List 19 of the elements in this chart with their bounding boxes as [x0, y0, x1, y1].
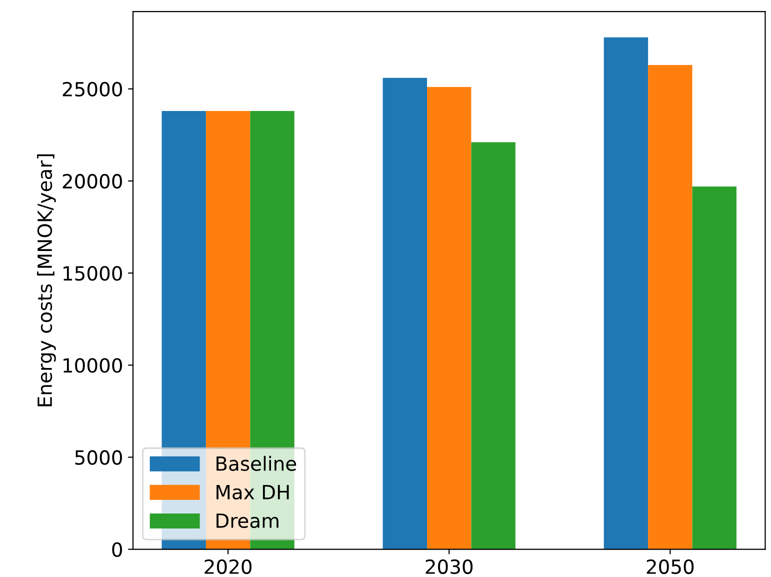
y-tick-label: 25000: [62, 82, 122, 97]
y-tick-label: 0: [112, 542, 122, 557]
x-tick-label: 2050: [646, 559, 694, 574]
bar: [692, 186, 736, 550]
legend-label: Dream: [216, 514, 278, 528]
bar: [382, 78, 427, 550]
bar: [471, 142, 516, 550]
x-tick-label: 2020: [204, 559, 252, 574]
bar: [604, 37, 648, 550]
y-tick-label: 5000: [75, 450, 122, 465]
bar: [648, 64, 692, 550]
y-tick-label: 10000: [64, 358, 122, 373]
y-tick-label: 15000: [64, 266, 122, 281]
x-tick-label: 2030: [426, 559, 473, 574]
bar: [427, 87, 472, 550]
y-tick-label: 20000: [62, 174, 122, 189]
legend-label: Max DH: [216, 485, 289, 500]
y-axis-title: Energy costs [MNOK/year]: [37, 154, 56, 406]
legend-label: Baseline: [216, 456, 296, 471]
